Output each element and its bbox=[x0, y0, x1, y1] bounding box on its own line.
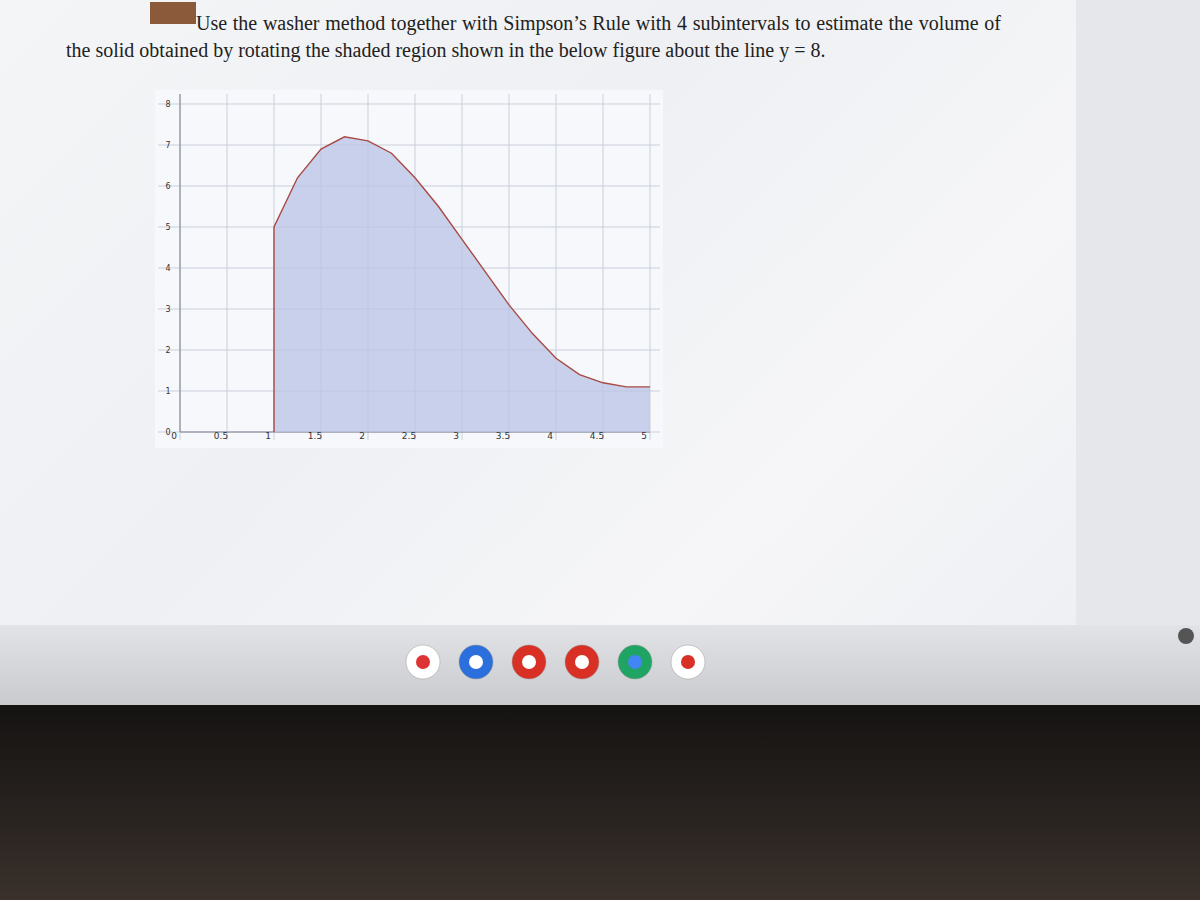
laptop-bezel bbox=[0, 705, 1200, 900]
taskbar-icon-glyph bbox=[628, 655, 642, 669]
x-tick-label: 2 bbox=[359, 431, 365, 441]
taskbar-icon bbox=[459, 645, 493, 679]
taskbar-icon-glyph bbox=[416, 655, 430, 669]
question: Use the washer method together with Simp… bbox=[66, 10, 1001, 64]
taskbar-icon-glyph bbox=[469, 655, 483, 669]
x-tick-label: 4.5 bbox=[590, 431, 604, 441]
redaction bbox=[150, 2, 196, 24]
y-tick-label: 0 bbox=[165, 428, 170, 437]
y-tick-label: 4 bbox=[165, 264, 170, 273]
x-tick-label: 3 bbox=[453, 431, 459, 441]
side-panel bbox=[1076, 0, 1200, 625]
y-tick-label: 2 bbox=[165, 346, 170, 355]
shaded-region bbox=[274, 137, 650, 432]
x-tick-label: 5 bbox=[641, 431, 647, 441]
y-tick-label: 3 bbox=[165, 305, 170, 314]
x-tick-label: 1 bbox=[265, 431, 271, 441]
chart: 0 0.5 1 1.5 2 2.5 3 3.5 4 4.5 5 0 1 2 3 4 5 6 7 8 bbox=[0, 0, 1200, 900]
plot-background bbox=[155, 90, 663, 448]
y-axis bbox=[180, 94, 181, 432]
taskbar-icon bbox=[618, 645, 652, 679]
y-grid bbox=[158, 104, 660, 105]
x-tick-label: 3.5 bbox=[496, 431, 510, 441]
taskbar-icon bbox=[565, 645, 599, 679]
taskbar-icon-glyph bbox=[522, 655, 536, 669]
taskbar-icon-glyph bbox=[575, 655, 589, 669]
x-tick-label: 2.5 bbox=[402, 431, 416, 441]
y-tick-label: 7 bbox=[165, 141, 170, 150]
y-grid bbox=[158, 145, 660, 146]
x-grid bbox=[227, 94, 228, 440]
y-tick-label: 5 bbox=[165, 223, 170, 232]
plot-group bbox=[274, 137, 650, 432]
taskbar-icon bbox=[512, 645, 546, 679]
x-tick-label: 1.5 bbox=[308, 431, 322, 441]
taskbar-icon-glyph bbox=[681, 655, 695, 669]
status-badge bbox=[1178, 628, 1194, 644]
taskbar bbox=[0, 625, 1200, 705]
x-tick-label: 0.5 bbox=[214, 431, 228, 441]
taskbar-icon bbox=[406, 645, 440, 679]
y-tick-label: 6 bbox=[165, 182, 170, 191]
x-tick-label: 4 bbox=[547, 431, 553, 441]
x-grid bbox=[180, 94, 181, 440]
y-tick-label: 8 bbox=[165, 100, 170, 109]
x-tick-label: 0 bbox=[171, 431, 177, 441]
y-tick-label: 1 bbox=[165, 387, 170, 396]
taskbar-icon bbox=[671, 645, 705, 679]
curve bbox=[274, 137, 650, 432]
